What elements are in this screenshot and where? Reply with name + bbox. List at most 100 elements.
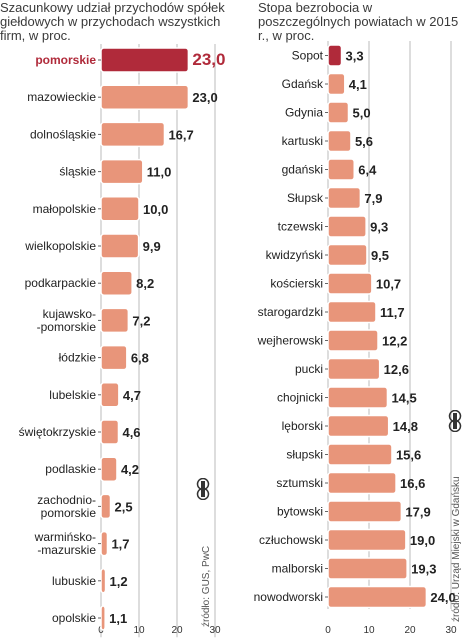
right-value-label: 19,3	[411, 562, 436, 577]
left-category-label: opolskie	[52, 611, 96, 625]
right-value-label: 9,3	[370, 220, 388, 235]
right-value-label: 5,6	[355, 134, 373, 149]
right-bar	[327, 357, 381, 381]
left-bar	[100, 47, 190, 73]
left-value-label: 23,0	[192, 50, 225, 69]
publisher-logo-left	[196, 478, 210, 500]
left-category-label: wielkopolskie	[24, 239, 96, 253]
right-category-label: pucki	[295, 362, 323, 376]
right-bar	[327, 129, 352, 153]
right-category-label: słupski	[286, 448, 323, 462]
left-bar	[100, 382, 120, 408]
left-value-label: 1,7	[111, 537, 129, 552]
left-bar	[100, 568, 107, 594]
right-bar	[327, 329, 379, 352]
left-bar	[100, 493, 112, 520]
right-category-label: bytowski	[277, 505, 323, 519]
right-tick-label: 10	[363, 625, 375, 636]
left-value-label: 1,1	[109, 611, 127, 626]
left-value-label: 1,2	[110, 574, 128, 589]
left-bar	[100, 121, 166, 148]
source-right: źródło: Urząd Miejski w Gdańsku	[451, 476, 462, 622]
right-value-label: 14,5	[391, 391, 416, 406]
left-category-label: małopolskie	[33, 202, 97, 216]
left-bar	[100, 530, 109, 557]
right-bar	[327, 585, 428, 609]
right-value-label: 6,4	[358, 163, 377, 178]
left-bar	[100, 605, 106, 631]
left-value-label: 7,2	[132, 313, 150, 328]
left-category-label: zachodnio-pomorskie	[37, 493, 96, 520]
right-value-label: 12,6	[384, 362, 409, 377]
right-value-label: 17,9	[405, 505, 430, 520]
left-category-label: łódzkie	[59, 351, 97, 365]
left-value-label: 2,5	[115, 499, 133, 514]
left-bar	[100, 233, 140, 259]
left-bar	[100, 344, 128, 371]
right-category-label: malborski	[272, 562, 323, 576]
left-category-label: lubuskie	[52, 574, 96, 588]
left-tick-label: 30	[209, 625, 221, 636]
right-bar	[327, 272, 373, 295]
right-category-label: kwidzyński	[266, 248, 323, 262]
chart-title-left: Szacunkowy udział przychodów spółek gieł…	[0, 0, 225, 43]
right-bar	[327, 158, 355, 181]
left-category-label: lubelskie	[49, 388, 96, 402]
left-tick-label: 20	[171, 625, 183, 636]
right-value-label: 5,0	[353, 106, 371, 121]
right-bar	[327, 243, 368, 267]
right-value-label: 4,1	[349, 77, 367, 92]
left-value-label: 9,9	[143, 239, 161, 254]
right-bar	[327, 386, 389, 409]
right-value-label: 7,9	[364, 191, 382, 206]
left-category-label: warmińsko--mazurskie	[34, 530, 97, 557]
right-category-label: Słupsk	[287, 191, 324, 205]
right-value-label: 12,2	[382, 334, 407, 349]
left-value-label: 8,2	[136, 276, 154, 291]
right-bar	[327, 101, 350, 124]
source-left: źródło: GUS, PwC	[201, 545, 212, 627]
left-bar	[100, 419, 120, 445]
right-tick-label: 30	[445, 625, 457, 636]
left-category-label: pomorskie	[35, 53, 96, 67]
left-tick-label: 0	[98, 625, 104, 636]
publisher-logo-right	[448, 410, 462, 432]
right-bar	[327, 443, 393, 466]
right-bar	[327, 44, 343, 67]
right-value-label: 9,5	[371, 248, 389, 263]
left-category-label: kujawsko--pomorskie	[37, 307, 97, 334]
right-category-label: wejherowski	[257, 334, 323, 348]
right-bar	[327, 300, 377, 324]
right-bar	[327, 557, 408, 580]
right-bar	[327, 186, 362, 210]
left-value-label: 4,6	[122, 425, 140, 440]
left-bar	[100, 158, 144, 185]
left-value-label: 4,7	[123, 388, 141, 403]
chart-title-right: Stopa bezrobocia w poszczególnych powiat…	[258, 0, 459, 43]
right-category-label: kościerski	[270, 277, 323, 291]
left-category-label: podlaskie	[45, 462, 96, 476]
left-bar	[100, 307, 130, 334]
right-bar	[327, 528, 407, 552]
right-bar	[327, 471, 397, 495]
left-category-label: dolnośląskie	[30, 127, 96, 141]
right-category-label: nowodworski	[254, 590, 323, 604]
left-bar	[100, 196, 140, 222]
left-tick-label: 10	[133, 625, 145, 636]
right-bar	[327, 500, 403, 523]
right-value-label: 19,0	[410, 533, 435, 548]
left-category-label: świętokrzyskie	[19, 425, 97, 439]
right-value-label: 16,6	[400, 476, 425, 491]
left-category-label: podkarpackie	[25, 276, 97, 290]
left-bar	[100, 270, 133, 296]
right-category-label: starogardzki	[258, 305, 323, 319]
right-category-label: sztumski	[276, 476, 323, 490]
left-category-label: mazowieckie	[27, 90, 96, 104]
right-category-label: człuchowski	[259, 533, 323, 547]
left-value-label: 4,2	[121, 462, 139, 477]
right-tick-label: 20	[404, 625, 416, 636]
right-bar	[327, 215, 367, 238]
right-value-label: 10,7	[376, 277, 401, 292]
right-category-label: lęborski	[282, 419, 323, 433]
